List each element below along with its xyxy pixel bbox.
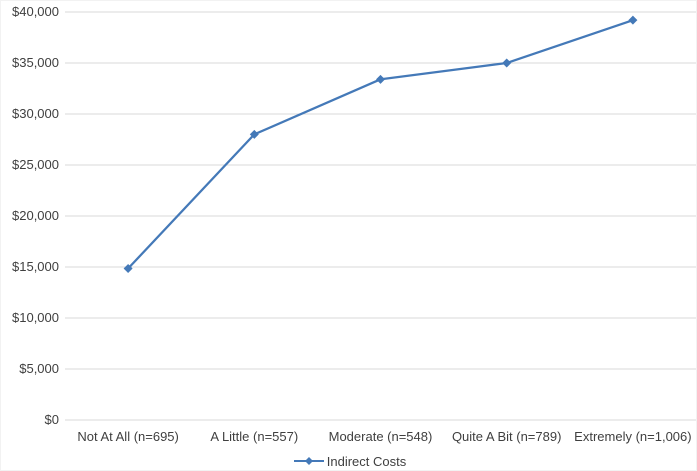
data-point-marker [123, 264, 133, 274]
y-axis-tick-label: $5,000 [19, 361, 59, 376]
y-axis-tick-label: $30,000 [12, 106, 59, 121]
x-axis-category-label: Moderate (n=548) [328, 429, 433, 444]
y-axis-tick-label: $20,000 [12, 208, 59, 223]
y-axis-tick-label: $35,000 [12, 55, 59, 70]
series-line [126, 19, 635, 270]
y-axis-tick-label: $10,000 [12, 310, 59, 325]
data-point-marker [628, 15, 638, 25]
data-point-marker [502, 58, 512, 68]
legend-line-marker-icon [293, 457, 324, 465]
x-axis-category-label: Quite A Bit (n=789) [451, 429, 562, 444]
data-point-marker [304, 457, 313, 465]
x-axis-category-label: Not At All (n=695) [77, 429, 179, 444]
y-axis-tick-label: $25,000 [12, 157, 59, 172]
x-axis-category-label: A Little (n=557) [210, 429, 299, 444]
x-axis-category-label: Extremely (n=1,006) [574, 429, 692, 444]
y-axis-tick-label: $40,000 [12, 4, 59, 19]
data-point-marker [249, 129, 259, 139]
data-point-marker [376, 74, 385, 84]
y-axis-tick-label: $15,000 [12, 259, 59, 274]
legend-label: Indirect Costs [326, 453, 407, 469]
y-axis-tick-label: $0 [44, 412, 59, 427]
legend: Indirect Costs [1, 452, 696, 470]
